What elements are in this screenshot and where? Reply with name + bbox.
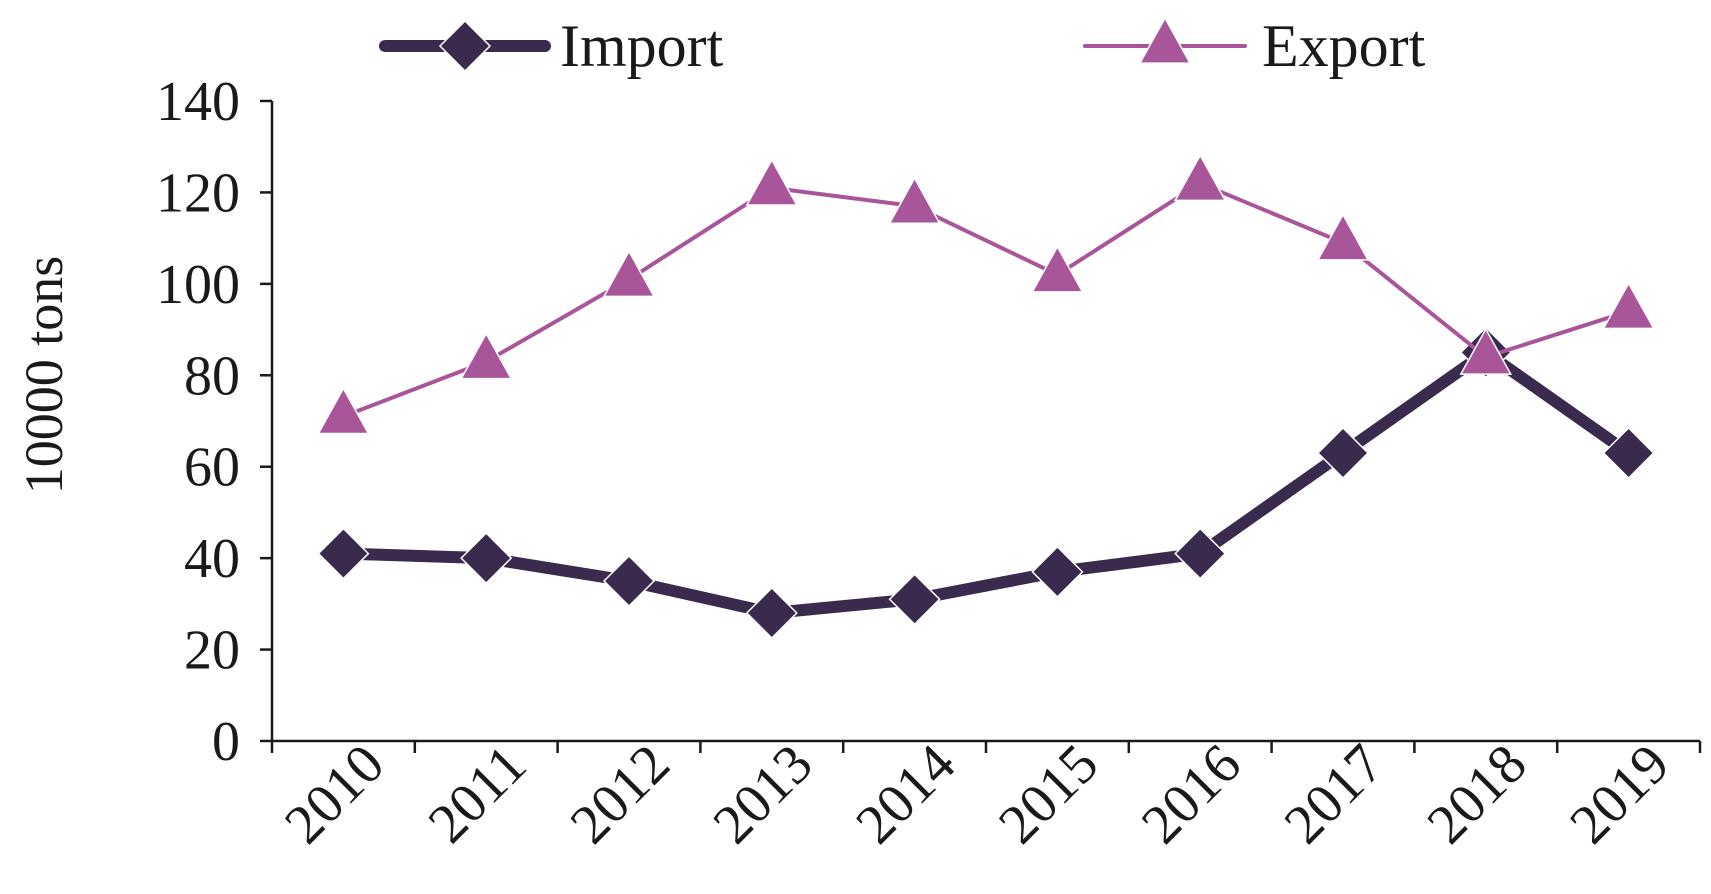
series-layer	[317, 153, 1655, 640]
data-point-export	[1031, 245, 1084, 293]
x-tick-label: 2019	[1558, 733, 1681, 856]
series-import	[317, 326, 1655, 640]
y-tick-label: 0	[212, 711, 240, 773]
data-point-export	[1173, 153, 1227, 202]
data-point-export	[1602, 281, 1655, 330]
x-tick-label: 2012	[559, 733, 682, 856]
data-point-import	[602, 554, 656, 608]
data-point-import	[1031, 545, 1084, 598]
x-tick-label: 2015	[987, 733, 1110, 856]
legend-item-import: Import	[379, 13, 724, 79]
y-tick-label: 140	[156, 71, 240, 133]
x-tick-label: 2017	[1273, 733, 1396, 856]
y-tick-label: 40	[184, 528, 240, 590]
data-point-import	[745, 586, 798, 640]
data-point-export	[317, 386, 370, 435]
x-tick-label: 2010	[273, 733, 396, 856]
data-point-import	[460, 532, 513, 585]
data-point-export	[745, 158, 799, 206]
y-tick-label: 120	[156, 162, 240, 224]
x-tick-label: 2016	[1130, 733, 1253, 856]
data-point-export	[459, 332, 513, 380]
data-point-import	[1174, 527, 1227, 580]
data-point-export	[1316, 213, 1370, 261]
x-tick-label: 2013	[702, 733, 825, 856]
series-line-export	[342, 181, 1630, 419]
x-tick-label: 2011	[417, 733, 539, 855]
data-point-import	[1602, 426, 1655, 480]
y-tick-label: 80	[184, 345, 240, 407]
data-point-import	[1316, 426, 1370, 480]
series-line-import	[343, 346, 1633, 619]
legend-label: Import	[560, 13, 724, 79]
data-point-import	[317, 527, 370, 580]
legend-marker-triangle	[1138, 16, 1192, 64]
x-tick-label: 2014	[844, 733, 967, 856]
y-axis-title: 10000 tons	[14, 256, 74, 495]
legend-marker-diamond	[438, 19, 492, 73]
legend: Import Export	[379, 13, 1426, 79]
legend-item-export: Export	[1083, 13, 1426, 79]
y-tick-label: 20	[184, 620, 240, 682]
y-tick-label: 100	[156, 254, 240, 316]
x-tick-label: 2018	[1416, 733, 1539, 856]
data-point-import	[888, 573, 941, 626]
data-point-export	[1459, 327, 1513, 375]
y-tick-label: 60	[184, 437, 240, 499]
series-export	[317, 153, 1655, 435]
legend-label: Export	[1262, 13, 1426, 79]
data-point-export	[602, 249, 656, 298]
data-point-export	[888, 176, 941, 224]
